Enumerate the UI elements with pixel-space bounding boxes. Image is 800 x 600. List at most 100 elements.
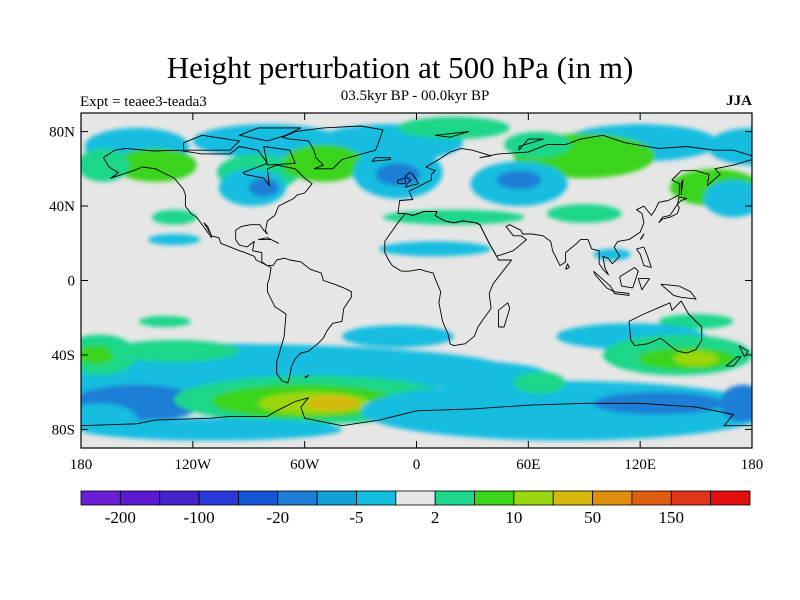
lat-tick-label: 0 xyxy=(68,274,76,290)
anomaly-region xyxy=(720,384,752,422)
colorbar-label: -200 xyxy=(105,508,136,527)
colorbar-swatch xyxy=(119,490,161,506)
anomaly-region xyxy=(513,371,566,395)
coastline xyxy=(593,270,615,293)
map-title: Height perturbation at 500 hPa (in m) xyxy=(166,50,634,85)
anomaly-field xyxy=(81,116,752,441)
colorbar-label: 2 xyxy=(431,508,440,527)
lon-tick-label: 0 xyxy=(413,457,421,473)
coastline xyxy=(518,138,544,151)
colorbar-label: -5 xyxy=(349,508,363,527)
anomaly-region xyxy=(248,178,279,197)
map-area xyxy=(80,112,753,449)
anomaly-region xyxy=(81,345,115,365)
anomaly-region xyxy=(707,127,752,166)
coastline xyxy=(183,134,240,151)
coastline xyxy=(103,146,352,384)
coastline xyxy=(397,177,406,185)
colorbar-swatch xyxy=(631,490,672,506)
coastline xyxy=(384,211,513,347)
colorbar-label: 10 xyxy=(505,508,522,527)
anomaly-region xyxy=(546,204,622,223)
coastline xyxy=(680,179,684,195)
coastline xyxy=(435,131,470,138)
anomaly-region xyxy=(306,395,359,411)
colorbar-swatch xyxy=(238,490,279,506)
colorbar-swatch xyxy=(159,490,200,506)
lon-tick-label: 120E xyxy=(624,457,656,473)
season-label: JJA xyxy=(726,93,752,109)
coastlines xyxy=(81,125,752,427)
lon-tick-label: 180 xyxy=(70,457,93,473)
experiment-label: Expt = teaee3-teada3 xyxy=(80,94,207,110)
lon-tick-label: 120W xyxy=(174,457,212,473)
lon-tick-label: 180 xyxy=(741,457,764,473)
colorbar-swatch xyxy=(395,490,436,506)
coastline xyxy=(725,356,742,367)
colorbar-swatch xyxy=(474,490,515,506)
coastline xyxy=(660,283,697,300)
coastline xyxy=(404,172,419,188)
colorbar-swatch xyxy=(316,490,357,506)
lat-tick-label: 80S xyxy=(52,422,75,438)
colorbar-swatch xyxy=(434,490,475,506)
colorbar-swatch xyxy=(710,490,751,506)
coastline xyxy=(397,134,752,276)
coastline xyxy=(636,246,652,268)
lon-tick-label: 60E xyxy=(516,457,540,473)
lat-tick-label: 40N xyxy=(49,199,75,215)
anomaly-region xyxy=(282,144,365,182)
lon-tick-label: 60W xyxy=(290,457,320,473)
colorbar-swatch xyxy=(592,490,633,506)
anomaly-region xyxy=(148,233,201,246)
coastline xyxy=(628,300,703,354)
coastline xyxy=(658,196,688,224)
coastline xyxy=(637,278,650,291)
coastline xyxy=(238,127,302,142)
anomaly-region xyxy=(138,315,191,328)
coastline xyxy=(281,125,384,170)
coastline xyxy=(639,233,645,240)
colorbar-label: 150 xyxy=(659,508,685,527)
colorbar-label: 50 xyxy=(584,508,601,527)
anomaly-region xyxy=(114,148,197,182)
coastline xyxy=(619,267,639,289)
coastline xyxy=(258,237,280,244)
map-axes: 80N 40N 0 40S 80S 180 120W 60W 0 60E 120E 180 xyxy=(49,113,763,473)
colorbar-swatch xyxy=(198,490,239,506)
lat-tick-label: 80N xyxy=(49,125,75,141)
coastline xyxy=(371,157,391,162)
colorbar-swatch xyxy=(552,490,593,506)
anomaly-region xyxy=(397,116,510,140)
colorbar-label: -20 xyxy=(266,508,289,527)
anomaly-region xyxy=(703,180,752,218)
coastline xyxy=(304,374,309,378)
anomaly-region xyxy=(360,360,547,387)
coastline xyxy=(498,302,511,328)
lat-tick-label: 40S xyxy=(52,348,75,364)
colorbar-swatch xyxy=(80,490,121,506)
anomaly-region xyxy=(673,351,719,367)
map-subtitle: 03.5kyr BP - 00.0kyr BP xyxy=(340,88,490,104)
anomaly-region xyxy=(151,209,197,225)
colorbar: -200 -100 -20 -5 2 10 50 150 xyxy=(80,490,751,527)
coastline xyxy=(613,291,630,296)
anomaly-region xyxy=(379,241,492,257)
anomaly-region xyxy=(593,392,725,415)
anomaly-region xyxy=(341,325,454,348)
anomaly-region xyxy=(81,418,342,441)
colorbar-swatch xyxy=(513,490,554,506)
anomaly-region xyxy=(81,148,130,182)
anomaly-region xyxy=(108,340,240,363)
coastline xyxy=(565,263,570,270)
coastline xyxy=(263,146,296,166)
anomaly-region xyxy=(375,163,421,186)
colorbar-swatch xyxy=(356,490,397,506)
colorbar-swatch xyxy=(277,490,318,506)
coastline xyxy=(81,397,752,427)
anomaly-region xyxy=(504,131,572,158)
colorbar-swatch xyxy=(670,490,712,506)
colorbar-label: -100 xyxy=(183,508,214,527)
coastline xyxy=(738,345,749,358)
